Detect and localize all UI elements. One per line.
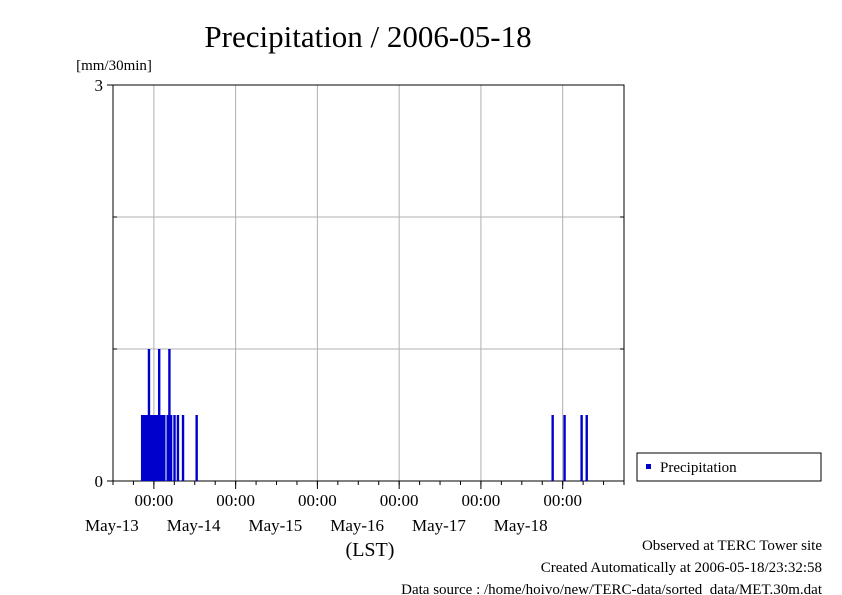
precipitation-series (140, 349, 588, 481)
precipitation-bar (156, 415, 159, 481)
x-tick-date-label: May-14 (167, 516, 221, 535)
y-tick-label: 3 (95, 76, 104, 95)
precipitation-bar (195, 415, 198, 481)
footer-notes: Observed at TERC Tower site Created Auto… (401, 538, 823, 595)
footer-created-at: Created Automatically at 2006-05-18/23:3… (541, 560, 822, 576)
plot-area-frame (112, 84, 625, 482)
x-tick-date-label: May-18 (494, 516, 548, 535)
precipitation-bar (151, 415, 154, 481)
precipitation-bar (173, 415, 176, 481)
x-tick-time-label: 00:00 (543, 491, 582, 510)
x-tick-date-label: May-16 (330, 516, 384, 535)
precipitation-bar (146, 415, 149, 481)
legend: Precipitation (636, 452, 822, 482)
y-axis: 03 (95, 76, 624, 491)
grid-lines (113, 85, 624, 481)
legend-frame (636, 452, 822, 482)
chart-title: Precipitation / 2006-05-18 (204, 19, 531, 54)
precipitation-bar (152, 415, 156, 481)
legend-swatch (646, 464, 651, 469)
x-tick-time-label: 00:00 (462, 491, 501, 510)
precipitation-bar (147, 349, 151, 481)
precipitation-bar (142, 415, 146, 481)
precipitation-bar (163, 415, 166, 481)
x-tick-time-label: 00:00 (298, 491, 337, 510)
precipitation-bar (580, 415, 583, 481)
precipitation-bar (585, 415, 588, 481)
precipitation-bar (176, 415, 180, 481)
y-axis-unit-label: [mm/30min] (76, 58, 152, 74)
precipitation-bar (169, 415, 173, 481)
precipitation-bar (181, 415, 185, 481)
precipitation-bar (159, 415, 163, 481)
x-tick-time-label: 00:00 (135, 491, 174, 510)
x-axis-title: (LST) (346, 539, 395, 561)
x-tick-time-label: 00:00 (216, 491, 255, 510)
x-tick-time-label: 00:00 (380, 491, 419, 510)
precipitation-bar (149, 415, 152, 481)
legend-label: Precipitation (660, 460, 737, 476)
precipitation-bar (563, 415, 566, 481)
precipitation-bar (154, 415, 157, 481)
y-tick-label: 0 (95, 472, 104, 491)
precipitation-bar (168, 349, 171, 481)
precipitation-bar (166, 415, 169, 481)
precipitation-bar (551, 415, 554, 481)
x-axis: 00:00 May-13 00:00 May-14 00:00 May-15 00:00 Ma… (85, 481, 625, 535)
footer-observed-at: Observed at TERC Tower site (642, 538, 822, 554)
precipitation-bar (144, 415, 147, 481)
precipitation-bar (157, 349, 161, 481)
footer-data-source: Data source : /home/hoivo/new/TERC-data/… (401, 582, 823, 595)
x-tick-date-label: May-15 (248, 516, 302, 535)
precipitation-bar (140, 415, 144, 481)
precipitation-bar (161, 415, 164, 481)
x-tick-date-label: May-13 (85, 516, 139, 535)
x-tick-date-label: May-17 (412, 516, 466, 535)
